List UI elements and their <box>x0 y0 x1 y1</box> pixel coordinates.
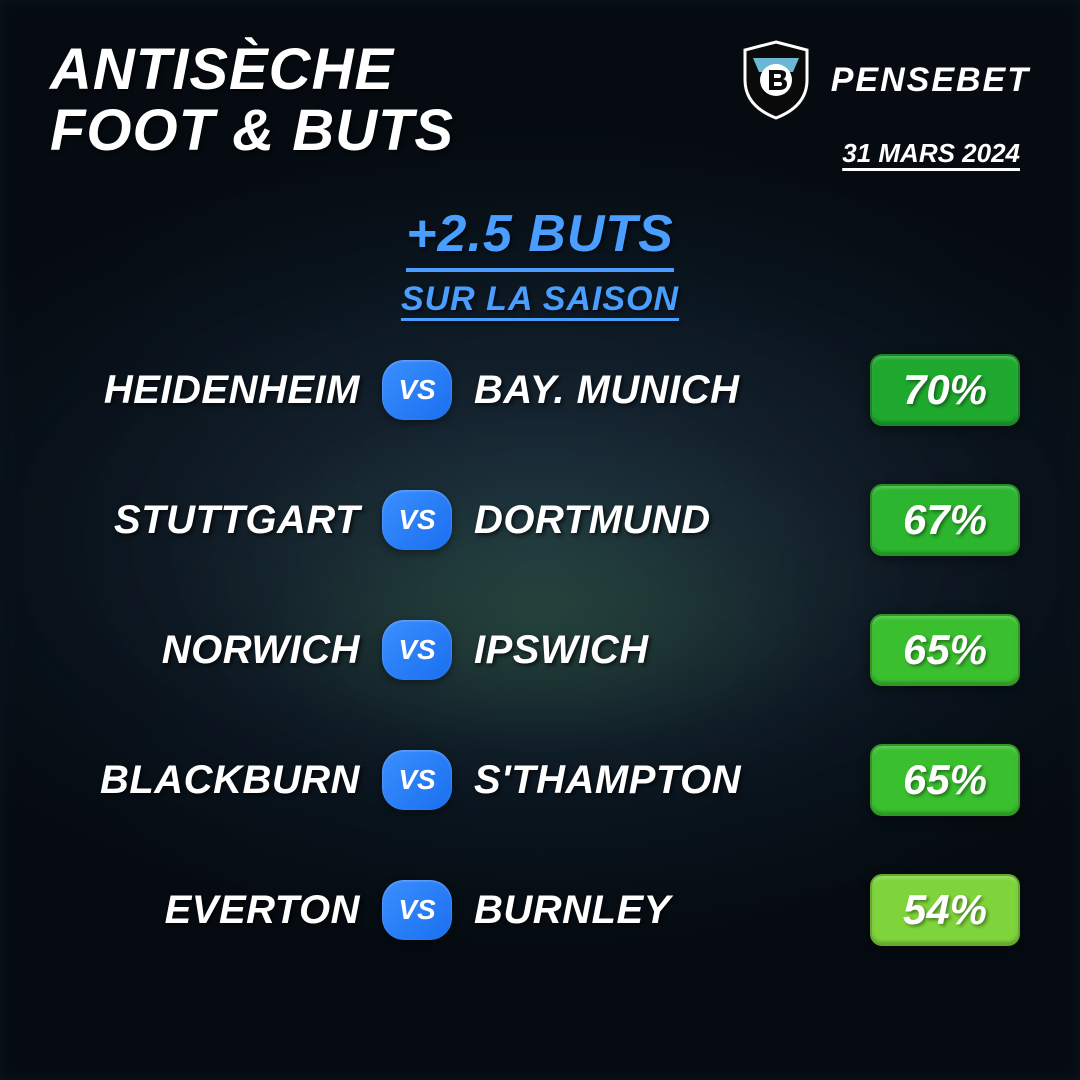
date-label: 31 MARS 2024 <box>842 138 1020 169</box>
brand-row: PENSEBET <box>741 40 1030 120</box>
team-home: STUTTGART <box>60 498 360 543</box>
team-home: BLACKBURN <box>60 758 360 803</box>
team-away: BURNLEY <box>474 888 814 933</box>
pct-badge: 65% <box>870 614 1020 686</box>
matches-list: HEIDENHEIM VS BAY. MUNICH 70% STUTTGART VS DOR… <box>50 354 1030 946</box>
team-away: BAY. MUNICH <box>474 368 814 413</box>
page-title: ANTISÈCHE FOOT & BUTS <box>50 40 454 162</box>
team-away: IPSWICH <box>474 628 814 673</box>
pct-badge: 54% <box>870 874 1020 946</box>
vs-badge: VS <box>382 490 452 550</box>
match-row: NORWICH VS IPSWICH 65% <box>60 614 1020 686</box>
team-home: HEIDENHEIM <box>60 368 360 413</box>
team-home: EVERTON <box>60 888 360 933</box>
vs-badge: VS <box>382 360 452 420</box>
title-line-2: FOOT & BUTS <box>50 101 454 162</box>
subtitle-block: +2.5 BUTS SUR LA SAISON <box>50 204 1030 319</box>
vs-badge: VS <box>382 620 452 680</box>
match-teams: HEIDENHEIM VS BAY. MUNICH <box>60 360 870 420</box>
team-home: NORWICH <box>60 628 360 673</box>
subtitle-sub: SUR LA SAISON <box>50 280 1030 319</box>
match-teams: STUTTGART VS DORTMUND <box>60 490 870 550</box>
brand-logo-icon <box>741 40 811 120</box>
title-line-1: ANTISÈCHE <box>50 40 454 101</box>
team-away: S'THAMPTON <box>474 758 814 803</box>
match-row: HEIDENHEIM VS BAY. MUNICH 70% <box>60 354 1020 426</box>
match-teams: EVERTON VS BURNLEY <box>60 880 870 940</box>
content-root: ANTISÈCHE FOOT & BUTS PENSEBET 31 MARS 2… <box>0 0 1080 1080</box>
vs-badge: VS <box>382 750 452 810</box>
pct-badge: 65% <box>870 744 1020 816</box>
match-row: STUTTGART VS DORTMUND 67% <box>60 484 1020 556</box>
subtitle-main: +2.5 BUTS <box>406 204 674 272</box>
match-teams: NORWICH VS IPSWICH <box>60 620 870 680</box>
vs-badge: VS <box>382 880 452 940</box>
match-row: EVERTON VS BURNLEY 54% <box>60 874 1020 946</box>
match-row: BLACKBURN VS S'THAMPTON 65% <box>60 744 1020 816</box>
match-teams: BLACKBURN VS S'THAMPTON <box>60 750 870 810</box>
header: ANTISÈCHE FOOT & BUTS PENSEBET 31 MARS 2… <box>50 40 1030 169</box>
brand-name: PENSEBET <box>831 61 1030 100</box>
pct-badge: 70% <box>870 354 1020 426</box>
brand-block: PENSEBET 31 MARS 2024 <box>741 40 1030 169</box>
pct-badge: 67% <box>870 484 1020 556</box>
team-away: DORTMUND <box>474 498 814 543</box>
